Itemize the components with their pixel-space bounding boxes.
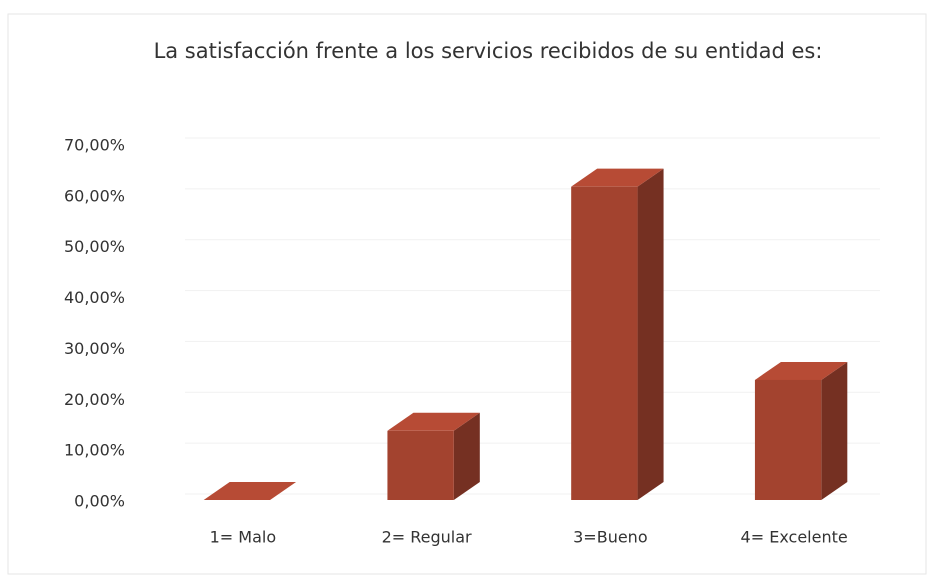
y-tick-label: 40,00% [64, 288, 125, 307]
y-tick-label: 20,00% [64, 390, 125, 409]
x-tick-label: 4= Excelente [741, 528, 848, 547]
bar-top [754, 361, 848, 380]
bar-side [453, 412, 480, 500]
x-tick-label: 2= Regular [382, 528, 472, 547]
bar [387, 430, 454, 500]
bar-top [571, 168, 664, 187]
x-tick-label: 3=Bueno [573, 528, 647, 547]
y-tick-label: 10,00% [64, 441, 125, 460]
y-tick-label: 50,00% [64, 237, 125, 256]
chart-title: La satisfacción frente a los servicios r… [154, 39, 823, 63]
bar [571, 186, 638, 500]
bar-side [821, 361, 848, 500]
bar-top [203, 482, 297, 500]
bar-side [637, 168, 664, 500]
y-tick-label: 60,00% [64, 186, 125, 205]
bar-top [387, 412, 480, 431]
y-tick-label: 70,00% [64, 136, 125, 155]
x-tick-label: 1= Malo [210, 528, 277, 547]
y-tick-label: 30,00% [64, 339, 125, 358]
y-tick-label: 0,00% [74, 492, 125, 511]
bar [754, 379, 822, 500]
